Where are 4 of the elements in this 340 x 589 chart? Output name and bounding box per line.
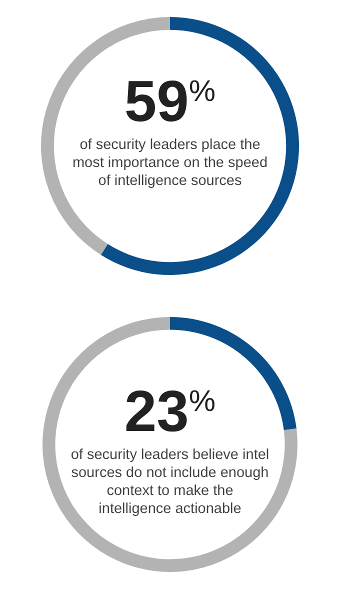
data-label: 23% <box>123 379 217 444</box>
data-label: 59% <box>123 69 217 134</box>
text: of security leaders believe intel sources do not include enough context to make the intelligence actionable <box>70 446 270 518</box>
text: of security leaders place the most importance on the speed of intelligence sources <box>71 136 269 190</box>
